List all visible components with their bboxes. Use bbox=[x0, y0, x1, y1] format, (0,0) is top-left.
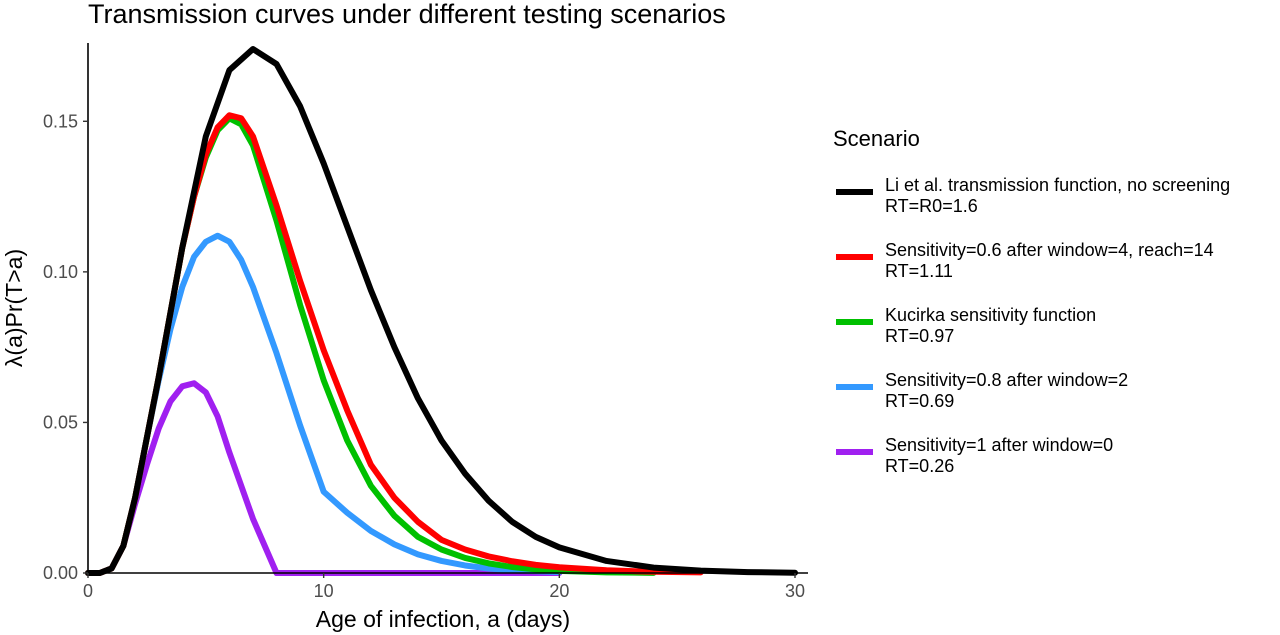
legend-rt-label: RT=0.26 bbox=[885, 456, 954, 476]
series-line-3 bbox=[85, 115, 657, 576]
legend-rt-label: RT=0.69 bbox=[885, 391, 954, 411]
series-line-5 bbox=[85, 380, 563, 576]
chart-title: Transmission curves under different test… bbox=[88, 0, 726, 29]
y-ticks: 0.00 0.05 0.10 0.15 bbox=[43, 111, 88, 583]
x-tick-label: 30 bbox=[785, 581, 805, 601]
legend-label: Sensitivity=0.6 after window=4, reach=14 bbox=[885, 240, 1214, 260]
legend: Scenario Li et al. transmission function… bbox=[833, 126, 1230, 476]
x-tick-label: 0 bbox=[83, 581, 93, 601]
series-lines bbox=[85, 46, 798, 576]
x-tick-label: 20 bbox=[549, 581, 569, 601]
x-ticks: 0 10 20 30 bbox=[83, 573, 805, 601]
y-tick-label: 0.05 bbox=[43, 412, 78, 432]
legend-rt-label: RT=0.97 bbox=[885, 326, 954, 346]
series-line-1 bbox=[85, 46, 798, 576]
y-tick-label: 0.10 bbox=[43, 262, 78, 282]
legend-rt-label: RT=1.11 bbox=[885, 261, 953, 281]
legend-label: Kucirka sensitivity function bbox=[885, 305, 1096, 325]
legend-title: Scenario bbox=[833, 126, 920, 151]
y-tick-label: 0.00 bbox=[43, 563, 78, 583]
y-axis-title: λ(a)Pr(T>a) bbox=[1, 249, 27, 367]
legend-label: Sensitivity=0.8 after window=2 bbox=[885, 370, 1128, 390]
legend-label: Li et al. transmission function, no scre… bbox=[885, 175, 1230, 195]
y-tick-label: 0.15 bbox=[43, 111, 78, 131]
legend-rt-label: RT=R0=1.6 bbox=[885, 196, 978, 216]
plot-area: 0 10 20 30 0.00 0.05 0.10 0.15 bbox=[43, 43, 808, 601]
legend-label: Sensitivity=1 after window=0 bbox=[885, 435, 1113, 455]
x-axis-title: Age of infection, a (days) bbox=[316, 606, 570, 632]
x-tick-label: 10 bbox=[314, 581, 334, 601]
series-line-4 bbox=[85, 232, 563, 576]
